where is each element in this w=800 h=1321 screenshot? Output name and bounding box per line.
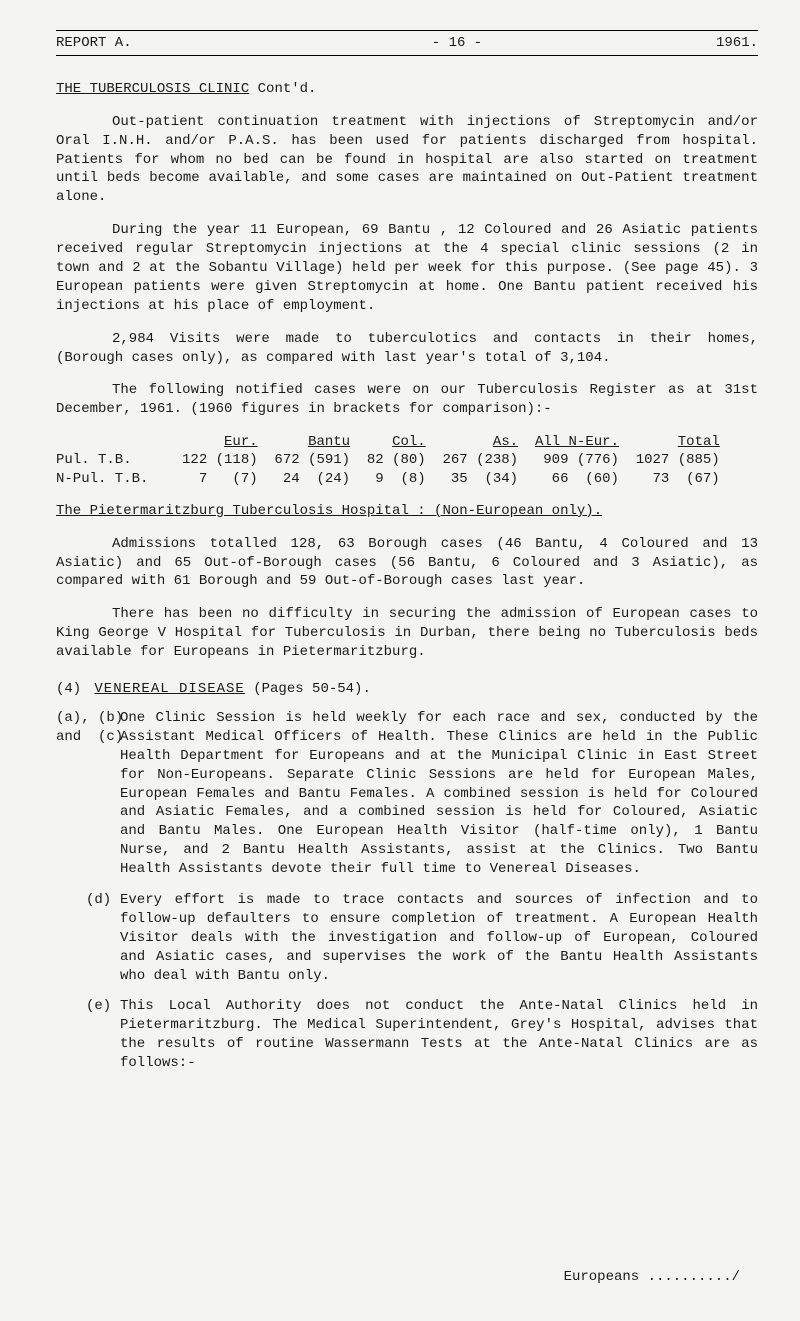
paragraph-1: Out-patient continuation treatment with … <box>56 113 758 207</box>
header-right: 1961. <box>638 34 758 53</box>
section-title: THE TUBERCULOSIS CLINIC Cont'd. <box>56 80 758 99</box>
stats-table: Eur. Bantu Col. As. All N-Eur. TotalPul.… <box>56 433 758 488</box>
section-4-after: (Pages 50-54). <box>245 681 371 697</box>
item-e-label: (e) <box>56 997 120 1073</box>
page-header: REPORT A. - 16 - 1961. <box>56 34 758 56</box>
item-d: (d) Every effort is made to trace contac… <box>56 891 758 985</box>
item-abc-text: One Clinic Session is held weekly for ea… <box>120 709 758 879</box>
footer-continuation: Europeans ........../ <box>564 1268 740 1287</box>
item-abc-label: (a), (b) and (c) <box>56 709 120 879</box>
header-center: - 16 - <box>276 34 638 53</box>
section-4-title: VENEREAL DISEASE <box>94 681 244 697</box>
paragraph-5: Admissions totalled 128, 63 Borough case… <box>56 535 758 592</box>
title-underlined: THE TUBERCULOSIS CLINIC <box>56 81 249 97</box>
paragraph-3: 2,984 Visits were made to tuberculotics … <box>56 330 758 368</box>
paragraph-6: There has been no difficulty in securing… <box>56 605 758 662</box>
item-d-text: Every effort is made to trace contacts a… <box>120 891 758 985</box>
section-4-num: (4) <box>56 680 86 699</box>
section-4-heading: (4) VENEREAL DISEASE (Pages 50-54). <box>56 680 758 699</box>
header-left: REPORT A. <box>56 34 276 53</box>
item-abc: (a), (b) and (c) One Clinic Session is h… <box>56 709 758 879</box>
paragraph-2: During the year 11 European, 69 Bantu , … <box>56 221 758 315</box>
paragraph-4: The following notified cases were on our… <box>56 381 758 419</box>
item-d-label: (d) <box>56 891 120 985</box>
title-rest: Cont'd. <box>249 81 316 97</box>
lettered-list: (a), (b) and (c) One Clinic Session is h… <box>56 709 758 1073</box>
item-e: (e) This Local Authority does not conduc… <box>56 997 758 1073</box>
item-e-text: This Local Authority does not conduct th… <box>120 997 758 1073</box>
hospital-line: The Pietermaritzburg Tuberculosis Hospit… <box>56 502 758 521</box>
